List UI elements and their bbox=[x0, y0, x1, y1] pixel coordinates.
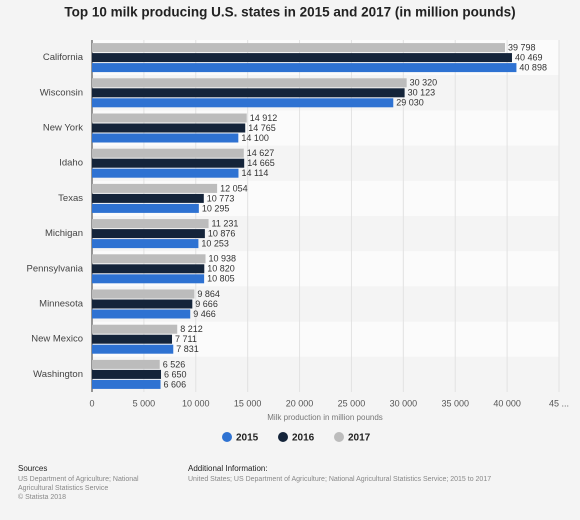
info-text: United States; US Department of Agricult… bbox=[188, 476, 491, 483]
value-label: 11 231 bbox=[212, 218, 239, 228]
bar bbox=[92, 88, 405, 98]
row-background bbox=[92, 356, 559, 392]
value-label: 7 711 bbox=[175, 334, 197, 344]
bar bbox=[92, 63, 517, 73]
value-label: 39 798 bbox=[508, 42, 536, 52]
value-label: 14 912 bbox=[250, 113, 278, 123]
value-label: 14 100 bbox=[241, 133, 269, 143]
bar bbox=[92, 334, 173, 344]
x-axis-label: Milk production in million pounds bbox=[267, 413, 383, 422]
bar bbox=[92, 254, 206, 264]
bar bbox=[92, 113, 247, 123]
bar bbox=[92, 78, 407, 88]
value-label: 14 665 bbox=[247, 158, 275, 168]
y-tick-label: Wisconsin bbox=[40, 87, 83, 98]
legend-label: 2017 bbox=[348, 433, 371, 444]
bar bbox=[92, 123, 246, 133]
sources-line: Agricultural Statistics Service bbox=[18, 485, 108, 492]
y-tick-label: Texas bbox=[58, 193, 83, 204]
bar bbox=[92, 219, 209, 229]
bar bbox=[92, 299, 193, 309]
value-label: 7 831 bbox=[176, 344, 199, 354]
bar bbox=[92, 324, 178, 334]
x-tick-label: 15 000 bbox=[234, 398, 262, 408]
bar bbox=[92, 309, 191, 319]
bar bbox=[92, 274, 205, 284]
sources-title: Sources bbox=[18, 464, 47, 473]
value-label: 6 526 bbox=[163, 359, 186, 369]
value-label: 30 320 bbox=[410, 78, 438, 88]
bar bbox=[92, 158, 245, 168]
sources-line: © Statista 2018 bbox=[18, 493, 66, 501]
y-tick-label: Minnesota bbox=[39, 299, 84, 310]
bar bbox=[92, 183, 218, 193]
value-label: 10 773 bbox=[207, 193, 235, 203]
legend-label: 2016 bbox=[292, 433, 315, 444]
bar bbox=[92, 369, 162, 379]
x-tick-label: 35 000 bbox=[441, 398, 469, 408]
value-label: 9 466 bbox=[193, 309, 216, 319]
legend-marker bbox=[278, 432, 288, 442]
bar bbox=[92, 148, 244, 158]
y-tick-label: Washington bbox=[33, 369, 83, 380]
info-title: Additional Information: bbox=[188, 464, 268, 473]
value-label: 14 114 bbox=[241, 168, 268, 178]
legend-marker bbox=[334, 432, 344, 442]
value-label: 30 123 bbox=[408, 88, 436, 98]
bar bbox=[92, 239, 199, 249]
legend-label: 2015 bbox=[236, 433, 259, 444]
x-tick-label: 5 000 bbox=[133, 398, 156, 408]
y-tick-label: Michigan bbox=[45, 228, 83, 239]
value-label: 14 627 bbox=[247, 148, 275, 158]
x-tick-label: 30 000 bbox=[390, 398, 418, 408]
y-tick-label: New York bbox=[43, 123, 83, 134]
value-label: 10 938 bbox=[209, 254, 237, 264]
bar bbox=[92, 168, 239, 178]
sources-line: US Department of Agriculture; National bbox=[18, 476, 139, 483]
bar bbox=[92, 289, 195, 299]
value-label: 29 030 bbox=[396, 98, 424, 108]
x-tick-label: 40 000 bbox=[493, 398, 521, 408]
bar bbox=[92, 359, 160, 369]
value-label: 9 864 bbox=[197, 289, 220, 299]
bar bbox=[92, 344, 174, 354]
x-tick-label: 45 ... bbox=[549, 398, 569, 408]
value-label: 10 820 bbox=[207, 264, 235, 274]
value-label: 6 650 bbox=[164, 369, 187, 379]
y-tick-label: Idaho bbox=[59, 158, 83, 169]
bar bbox=[92, 53, 512, 63]
value-label: 12 054 bbox=[220, 183, 248, 193]
bar bbox=[92, 264, 205, 274]
value-label: 10 805 bbox=[207, 274, 235, 284]
x-tick-label: 20 000 bbox=[286, 398, 314, 408]
bar bbox=[92, 133, 239, 143]
bar bbox=[92, 43, 506, 53]
value-label: 10 253 bbox=[201, 238, 229, 248]
legend-marker bbox=[222, 432, 232, 442]
x-tick-label: 25 000 bbox=[338, 398, 366, 408]
value-label: 10 876 bbox=[208, 228, 236, 238]
y-tick-label: California bbox=[43, 52, 84, 63]
bar bbox=[92, 193, 204, 203]
bar bbox=[92, 379, 161, 389]
bar bbox=[92, 203, 199, 213]
y-tick-label: Pennsylvania bbox=[26, 263, 83, 274]
bar bbox=[92, 98, 394, 108]
value-label: 40 898 bbox=[519, 62, 547, 72]
x-tick-label: 0 bbox=[89, 398, 94, 408]
chart-title: Top 10 milk producing U.S. states in 201… bbox=[64, 5, 515, 20]
value-label: 14 765 bbox=[248, 123, 276, 133]
value-label: 9 666 bbox=[195, 299, 218, 309]
x-tick-label: 10 000 bbox=[182, 398, 210, 408]
value-label: 40 469 bbox=[515, 52, 543, 62]
value-label: 8 212 bbox=[180, 324, 203, 334]
value-label: 10 295 bbox=[202, 203, 230, 213]
bar bbox=[92, 229, 205, 239]
y-tick-label: New Mexico bbox=[31, 334, 83, 345]
value-label: 6 606 bbox=[164, 379, 187, 389]
